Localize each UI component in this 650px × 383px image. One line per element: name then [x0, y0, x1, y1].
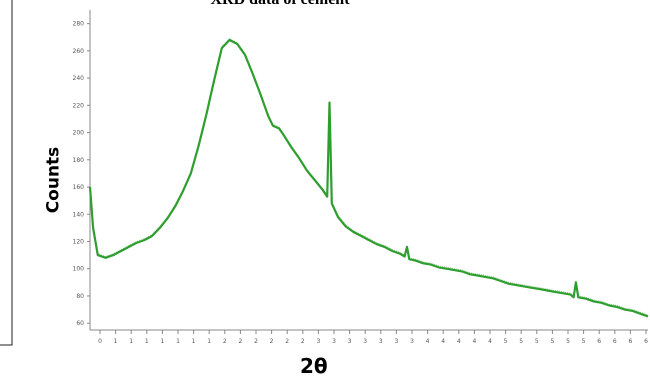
x-tick-label: 3 [316, 338, 320, 345]
series-noise-overlay [89, 38, 649, 316]
x-tick-label: 1 [145, 338, 149, 345]
x-tick-label: 5 [550, 338, 554, 345]
x-tick-label: 4 [488, 338, 492, 345]
y-tick-label: 200 [73, 130, 85, 137]
y-tick-label: 220 [73, 102, 85, 109]
x-tick-label: 3 [332, 338, 336, 345]
series-group [88, 38, 649, 318]
series-line [88, 38, 649, 318]
x-tick-label: 5 [535, 338, 539, 345]
x-tick-label: 1 [160, 338, 164, 345]
y-tick-label: 160 [73, 184, 85, 191]
x-tick-label: 3 [410, 338, 414, 345]
x-tick-label: 6 [644, 338, 648, 345]
y-tick-label: 100 [73, 266, 85, 273]
y-tick-label: 120 [73, 238, 85, 245]
x-tick-label: 3 [363, 338, 367, 345]
x-tick-label: 4 [441, 338, 445, 345]
y-ticks: 60 80 100 120 140 160 180 200 220 240 260 280 [73, 21, 90, 327]
x-tick-label: 1 [129, 338, 133, 345]
y-tick-label: 180 [73, 157, 85, 164]
x-tick-label: 2 [254, 338, 258, 345]
y-tick-label: 240 [73, 75, 85, 82]
x-tick-label: 3 [394, 338, 398, 345]
x-tick-label: 4 [457, 338, 461, 345]
x-tick-label: 5 [582, 338, 586, 345]
x-tick-label: 0 [98, 338, 102, 345]
x-tick-label: 6 [628, 338, 632, 345]
x-tick-label: 3 [348, 338, 352, 345]
x-tick-label: 1 [176, 338, 180, 345]
x-tick-label: 1 [192, 338, 196, 345]
x-tick-label: 3 [379, 338, 383, 345]
x-tick-label: 5 [519, 338, 523, 345]
x-tick-label: 6 [613, 338, 617, 345]
x-ticks: 0 1 1 1 1 1 1 1 2 2 2 2 2 2 3 3 3 3 3 3 3 4 4 4 4 4 5 5 5 5 5 5 6 6 6 6 [98, 330, 648, 345]
y-tick-label: 60 [76, 320, 84, 327]
x-tick-label: 6 [597, 338, 601, 345]
y-tick-label: 140 [73, 211, 85, 218]
x-tick-label: 2 [270, 338, 274, 345]
y-tick-label: 80 [76, 293, 84, 300]
y-tick-label: 260 [73, 48, 85, 55]
x-tick-label: 2 [285, 338, 289, 345]
x-tick-label: 5 [566, 338, 570, 345]
x-tick-label: 1 [207, 338, 211, 345]
x-tick-label: 5 [504, 338, 508, 345]
x-tick-label: 2 [223, 338, 227, 345]
x-tick-label: 4 [426, 338, 430, 345]
x-tick-label: 1 [114, 338, 118, 345]
y-tick-label: 280 [73, 21, 85, 28]
chart-title: XRD data of cement [130, 0, 430, 9]
axes [89, 10, 648, 331]
x-tick-label: 2 [301, 338, 305, 345]
x-tick-label: 4 [472, 338, 476, 345]
x-axis-label: 2θ [300, 354, 328, 378]
x-tick-label: 2 [238, 338, 242, 345]
